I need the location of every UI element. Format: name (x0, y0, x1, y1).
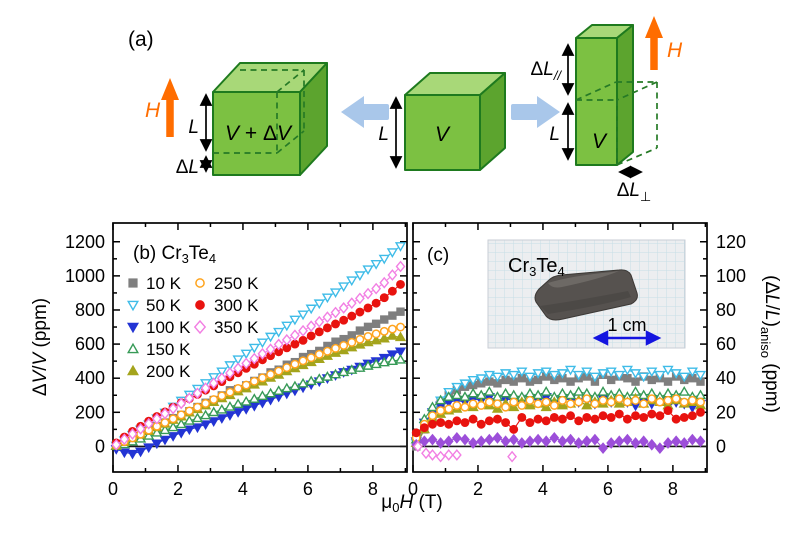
cube-expanded-label: V + ΔV (225, 122, 293, 145)
svg-text:0: 0 (716, 436, 726, 456)
svg-text:0: 0 (95, 436, 105, 456)
panel-c-title: (c) (427, 245, 449, 266)
cube-original-mid (404, 72, 506, 171)
series-c-300-k (411, 406, 705, 438)
field-label-left: H (145, 99, 161, 122)
tick-labels-b: 0 200 400 600 800 1000 1200 0 2 4 6 8 (65, 232, 378, 499)
tick-labels-c: 0 20 40 60 80 100 120 0 2 4 6 8 (408, 232, 746, 499)
svg-text:1200: 1200 (65, 232, 105, 252)
legend-label: 100 K (146, 318, 191, 337)
delta-length-parallel-label: ΔL// (530, 59, 562, 83)
y-axis-label-c: (ΔL/L)aniso (ppm) (758, 275, 782, 413)
svg-text:4: 4 (238, 479, 248, 499)
delta-length-perp-label: ΔL⊥ (617, 180, 652, 204)
panel-a-diagram: (a) H V + ΔV L ΔL (128, 16, 683, 204)
svg-text:60: 60 (716, 334, 736, 354)
field-label-right: H (667, 39, 683, 62)
legend-label: 200 K (146, 362, 191, 381)
y-axis-label-b: ΔV/V (ppm) (30, 298, 51, 396)
legend-label: 250 K (214, 274, 259, 293)
ghost-cube-original-right (575, 81, 658, 166)
length-label-left: L (188, 117, 199, 138)
legend-label: 10 K (146, 274, 182, 293)
svg-text:2: 2 (473, 479, 483, 499)
series-b-350-k (111, 260, 406, 451)
svg-text:0: 0 (408, 479, 418, 499)
legend-label: 150 K (146, 340, 191, 359)
series-b-100-k (110, 347, 407, 460)
legend: 10 K 50 K 100 K 150 K 200 K 250 K 300 K 350 K (126, 274, 259, 381)
series-b-250-k (111, 322, 405, 450)
length-label-mid: L (378, 124, 389, 145)
legend-label: 350 K (214, 318, 259, 337)
cube-mid-label: V (435, 123, 451, 146)
svg-text:2: 2 (173, 479, 183, 499)
field-arrow-left: H (145, 78, 179, 137)
scale-bar-label: 1 cm (607, 315, 646, 335)
svg-text:0: 0 (108, 479, 118, 499)
legend-label: 50 K (146, 296, 182, 315)
svg-text:8: 8 (668, 479, 678, 499)
svg-text:4: 4 (538, 479, 548, 499)
series-c-350-k-open- (412, 440, 517, 463)
inset-sample-label: Cr3Te4 (508, 255, 565, 279)
svg-text:1000: 1000 (65, 266, 105, 286)
scale-bar: 1 cm (592, 315, 662, 346)
panel-b-title: (b) Cr3Te4 (133, 243, 216, 266)
ghost-cube-original-left (213, 69, 305, 154)
svg-text:6: 6 (303, 479, 313, 499)
length-label-right: L (549, 124, 560, 145)
svg-text:600: 600 (75, 334, 105, 354)
svg-text:20: 20 (716, 402, 736, 422)
axes-box-b (112, 222, 408, 473)
svg-text:200: 200 (75, 402, 105, 422)
field-arrow-right: H (645, 16, 683, 70)
svg-text:800: 800 (75, 300, 105, 320)
x-axis-label: μ0H (T) (381, 492, 442, 515)
svg-text:120: 120 (716, 232, 746, 252)
transform-arrow-left-icon (341, 96, 389, 128)
panel-a-label: (a) (128, 28, 154, 51)
svg-text:80: 80 (716, 300, 736, 320)
transform-arrow-right-icon (511, 96, 560, 128)
svg-text:6: 6 (603, 479, 613, 499)
series-c-350-k (411, 431, 706, 455)
inset-photo: Cr3Te4 1 cm (487, 239, 686, 349)
svg-text:100: 100 (716, 266, 746, 286)
svg-text:8: 8 (368, 479, 378, 499)
cube-elongated-label: V (592, 130, 608, 153)
axes-box-c (412, 222, 708, 473)
svg-text:400: 400 (75, 368, 105, 388)
chart-c: 0 20 40 60 80 100 120 0 2 4 6 8 (408, 222, 746, 499)
cube-elongated (575, 24, 634, 166)
sample-photo (534, 269, 638, 321)
series-b-150-k (110, 353, 407, 450)
cube-expanded (212, 62, 328, 176)
legend-label: 300 K (214, 296, 259, 315)
delta-length-label-left: ΔL (176, 157, 199, 178)
svg-text:40: 40 (716, 368, 736, 388)
